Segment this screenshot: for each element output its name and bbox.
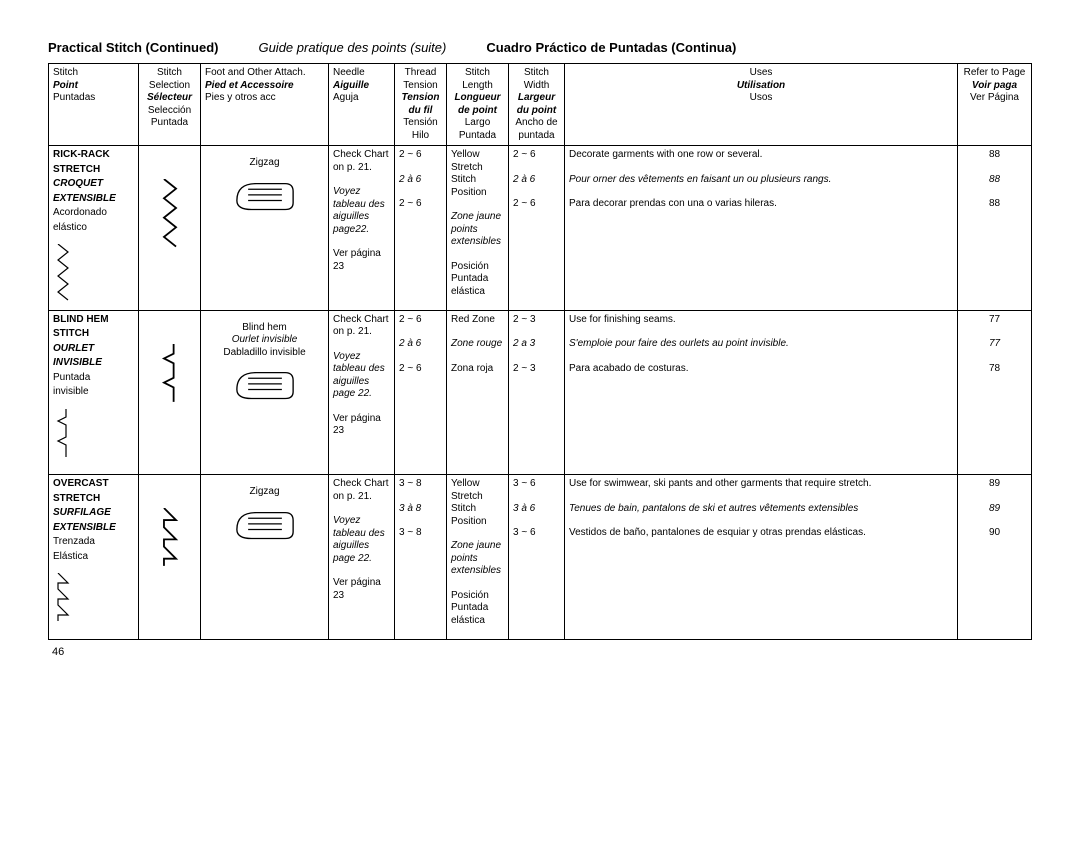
th-width: Stitch Width Largeur du point Ancho de p… bbox=[509, 64, 565, 146]
stitch-pattern-icon bbox=[53, 244, 73, 302]
th-foot: Foot and Other Attach. Pied et Accessoir… bbox=[201, 64, 329, 146]
stitch-pattern-icon bbox=[53, 409, 73, 467]
page-number: 46 bbox=[52, 646, 1032, 658]
cell-page: 888888 bbox=[958, 146, 1032, 311]
selection-pattern-icon bbox=[159, 179, 181, 249]
presser-foot-icon bbox=[230, 367, 300, 403]
th-stitch: Stitch Point Puntadas bbox=[49, 64, 139, 146]
cell-stitch-name: BLIND HEMSTITCHOURLETINVISIBLEPuntadainv… bbox=[49, 310, 139, 475]
cell-selection bbox=[139, 310, 201, 475]
title-es: Cuadro Práctico de Puntadas (Continua) bbox=[486, 40, 736, 55]
th-page: Refer to Page Voir paga Ver Página bbox=[958, 64, 1032, 146]
cell-length: Yellow Stretch Stitch PositionZone jaune… bbox=[447, 475, 509, 640]
title-row: Practical Stitch (Continued) Guide prati… bbox=[48, 40, 1032, 55]
presser-foot-icon bbox=[230, 178, 300, 214]
cell-width: 2 ~ 62 à 62 ~ 6 bbox=[509, 146, 565, 311]
th-selection: Stitch Selection Sélecteur Selección Pun… bbox=[139, 64, 201, 146]
cell-needle: Check Chart on p. 21.Voyez tableau des a… bbox=[329, 310, 395, 475]
cell-tension: 3 ~ 83 à 83 ~ 8 bbox=[395, 475, 447, 640]
cell-selection bbox=[139, 146, 201, 311]
table-body: RICK-RACKSTRETCHCROQUETEXTENSIBLEAcordon… bbox=[49, 146, 1032, 640]
title-fr: Guide pratique des points (suite) bbox=[258, 40, 446, 55]
cell-page: 777778 bbox=[958, 310, 1032, 475]
th-uses: Uses Utilisation Usos bbox=[565, 64, 958, 146]
cell-tension: 2 ~ 62 à 62 ~ 6 bbox=[395, 310, 447, 475]
cell-length: Yellow Stretch Stitch PositionZone jaune… bbox=[447, 146, 509, 311]
table-row: OVERCASTSTRETCHSURFILAGEEXTENSIBLETrenza… bbox=[49, 475, 1032, 640]
table-row: RICK-RACKSTRETCHCROQUETEXTENSIBLEAcordon… bbox=[49, 146, 1032, 311]
cell-stitch-name: RICK-RACKSTRETCHCROQUETEXTENSIBLEAcordon… bbox=[49, 146, 139, 311]
cell-selection bbox=[139, 475, 201, 640]
page-container: Practical Stitch (Continued) Guide prati… bbox=[0, 0, 1080, 678]
cell-foot: Blind hemOurlet invisibleDabladillo invi… bbox=[201, 310, 329, 475]
cell-stitch-name: OVERCASTSTRETCHSURFILAGEEXTENSIBLETrenza… bbox=[49, 475, 139, 640]
stitch-table: Stitch Point Puntadas Stitch Selection S… bbox=[48, 63, 1032, 640]
cell-needle: Check Chart on p. 21.Voyez tableau des a… bbox=[329, 146, 395, 311]
cell-uses: Use for finishing seams.S'emploie pour f… bbox=[565, 310, 958, 475]
table-header: Stitch Point Puntadas Stitch Selection S… bbox=[49, 64, 1032, 146]
cell-page: 898990 bbox=[958, 475, 1032, 640]
table-row: BLIND HEMSTITCHOURLETINVISIBLEPuntadainv… bbox=[49, 310, 1032, 475]
selection-pattern-icon bbox=[159, 344, 181, 414]
th-tension: Thread Tension Tension du fil Tensión Hi… bbox=[395, 64, 447, 146]
selection-pattern-icon bbox=[159, 508, 181, 578]
cell-needle: Check Chart on p. 21.Voyez tableau des a… bbox=[329, 475, 395, 640]
cell-width: 2 ~ 32 a 32 ~ 3 bbox=[509, 310, 565, 475]
th-needle: Needle Aiguille Aguja bbox=[329, 64, 395, 146]
cell-foot: Zigzag bbox=[201, 475, 329, 640]
cell-uses: Decorate garments with one row or severa… bbox=[565, 146, 958, 311]
cell-width: 3 ~ 63 à 63 ~ 6 bbox=[509, 475, 565, 640]
cell-length: Red ZoneZone rougeZona roja bbox=[447, 310, 509, 475]
presser-foot-icon bbox=[230, 507, 300, 543]
cell-tension: 2 ~ 62 à 62 ~ 6 bbox=[395, 146, 447, 311]
stitch-pattern-icon bbox=[53, 573, 73, 631]
th-length: Stitch Length Longueur de point Largo Pu… bbox=[447, 64, 509, 146]
cell-uses: Use for swimwear, ski pants and other ga… bbox=[565, 475, 958, 640]
cell-foot: Zigzag bbox=[201, 146, 329, 311]
title-en: Practical Stitch (Continued) bbox=[48, 40, 218, 55]
